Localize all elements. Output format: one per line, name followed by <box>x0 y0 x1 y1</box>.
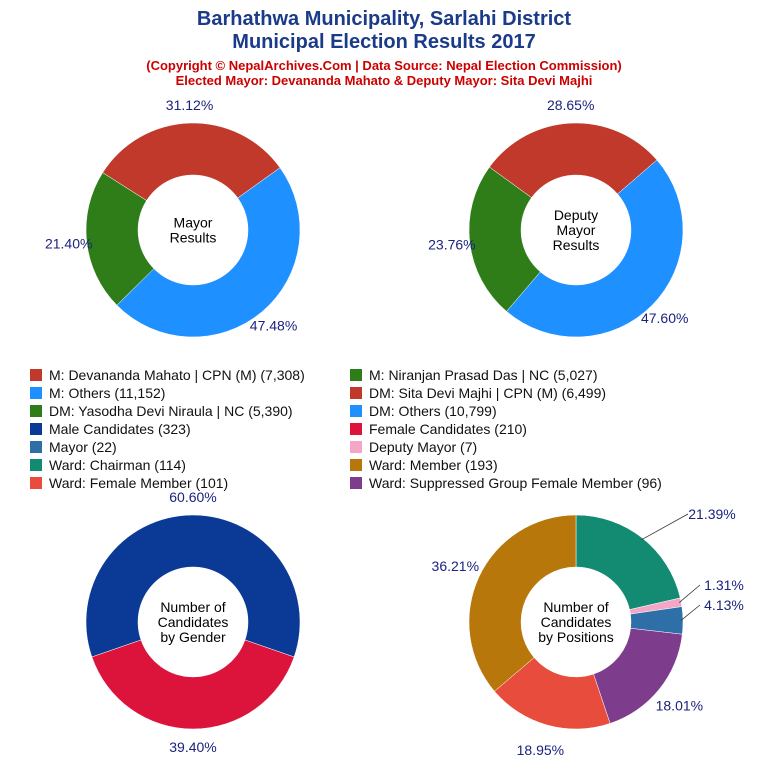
legend-swatch <box>30 441 42 453</box>
donut-center-label: Candidates <box>158 614 229 630</box>
slice-percent-label: 47.48% <box>250 318 297 334</box>
slice-percent-label: 36.21% <box>432 558 479 574</box>
donut-slice <box>116 167 301 338</box>
legend-item: Ward: Chairman (114) <box>30 456 186 474</box>
donut-slice <box>468 166 541 312</box>
chart-subtitle-line1: (Copyright © NepalArchives.Com | Data So… <box>146 58 622 73</box>
legend-label: Ward: Member (193) <box>369 457 498 473</box>
legend-item: DM: Others (10,799) <box>350 402 497 420</box>
legend-item: Ward: Suppressed Group Female Member (96… <box>350 474 662 492</box>
legend-item: Deputy Mayor (7) <box>350 438 477 456</box>
legend-item: DM: Sita Devi Majhi | CPN (M) (6,499) <box>350 384 606 402</box>
slice-percent-label: 4.13% <box>704 597 744 613</box>
legend-swatch <box>350 405 362 417</box>
legend-label: M: Devananda Mahato | CPN (M) (7,308) <box>49 367 305 383</box>
legend-item: M: Others (11,152) <box>30 384 165 402</box>
legend-label: Mayor (22) <box>49 439 117 455</box>
legend-item: DM: Yasodha Devi Niraula | NC (5,390) <box>30 402 293 420</box>
slice-percent-label: 18.01% <box>656 698 703 714</box>
legend-swatch <box>350 477 362 489</box>
donut-slice <box>102 122 281 201</box>
legend-item: M: Devananda Mahato | CPN (M) (7,308) <box>30 366 305 384</box>
donut-center-label: Mayor <box>174 215 213 231</box>
slice-percent-label: 60.60% <box>169 489 216 505</box>
slice-percent-label: 21.40% <box>45 235 92 251</box>
legend-item: Female Candidates (210) <box>350 420 527 438</box>
donut-center-label: Results <box>170 230 217 246</box>
legend-label: DM: Others (10,799) <box>369 403 497 419</box>
legend-swatch <box>350 459 362 471</box>
legend-swatch <box>350 369 362 381</box>
donut-center-label: Results <box>553 237 600 253</box>
slice-percent-label: 23.76% <box>428 237 475 253</box>
donut-slice <box>489 122 658 199</box>
legend-label: Male Candidates (323) <box>49 421 191 437</box>
donut-slice <box>506 159 684 338</box>
leader-line <box>678 584 701 603</box>
donut-center-label: by Positions <box>538 629 613 645</box>
leader-line <box>641 513 689 541</box>
donut-slice <box>91 639 295 730</box>
donut-center-label: Mayor <box>557 222 596 238</box>
legend-label: M: Others (11,152) <box>49 385 166 401</box>
slice-percent-label: 28.65% <box>547 97 594 113</box>
leader-line <box>680 604 701 621</box>
legend-swatch <box>30 387 42 399</box>
legend-label: Ward: Chairman (114) <box>49 457 186 473</box>
legend-label: Ward: Suppressed Group Female Member (96… <box>369 475 662 491</box>
donut-slice <box>85 514 301 658</box>
legend-swatch <box>350 423 362 435</box>
legend-item: Mayor (22) <box>30 438 117 456</box>
donut-center-label: Number of <box>543 599 608 615</box>
legend-swatch <box>30 459 42 471</box>
donut-center-label: Deputy <box>554 207 598 223</box>
chart-title-line2: Municipal Election Results 2017 <box>232 31 536 53</box>
legend-label: Deputy Mayor (7) <box>369 439 478 455</box>
slice-percent-label: 1.31% <box>704 577 744 593</box>
donut-slice <box>575 514 681 610</box>
legend-label: DM: Yasodha Devi Niraula | NC (5,390) <box>49 403 293 419</box>
chart-title-line1: Barhathwa Municipality, Sarlahi District <box>196 8 572 30</box>
chart-subtitle-line2: Elected Mayor: Devananda Mahato & Deputy… <box>175 73 593 88</box>
slice-percent-label: 39.40% <box>169 739 216 755</box>
slice-percent-label: 47.60% <box>641 310 688 326</box>
legend-item: Male Candidates (323) <box>30 420 191 438</box>
legend-label: Female Candidates (210) <box>369 421 527 437</box>
legend-item: Ward: Member (193) <box>350 456 498 474</box>
donut-center-label: Number of <box>160 599 225 615</box>
legend-swatch <box>30 369 42 381</box>
legend-swatch <box>30 405 42 417</box>
legend-item: Ward: Female Member (101) <box>30 474 228 492</box>
legend-swatch <box>30 423 42 435</box>
slice-percent-label: 31.12% <box>166 97 213 113</box>
donut-center-label: Candidates <box>541 614 612 630</box>
legend-label: DM: Sita Devi Majhi | CPN (M) (6,499) <box>369 385 607 401</box>
slice-percent-label: 21.39% <box>688 506 735 522</box>
legend-swatch <box>350 441 362 453</box>
donut-slice <box>468 514 577 692</box>
legend-item: M: Niranjan Prasad Das | NC (5,027) <box>350 366 598 384</box>
donut-slice <box>85 172 155 306</box>
legend-label: Ward: Female Member (101) <box>49 475 229 491</box>
legend-label: M: Niranjan Prasad Das | NC (5,027) <box>369 367 598 383</box>
legend-swatch <box>350 387 362 399</box>
legend-swatch <box>30 477 42 489</box>
slice-percent-label: 18.95% <box>517 742 564 758</box>
donut-center-label: by Gender <box>160 629 226 645</box>
